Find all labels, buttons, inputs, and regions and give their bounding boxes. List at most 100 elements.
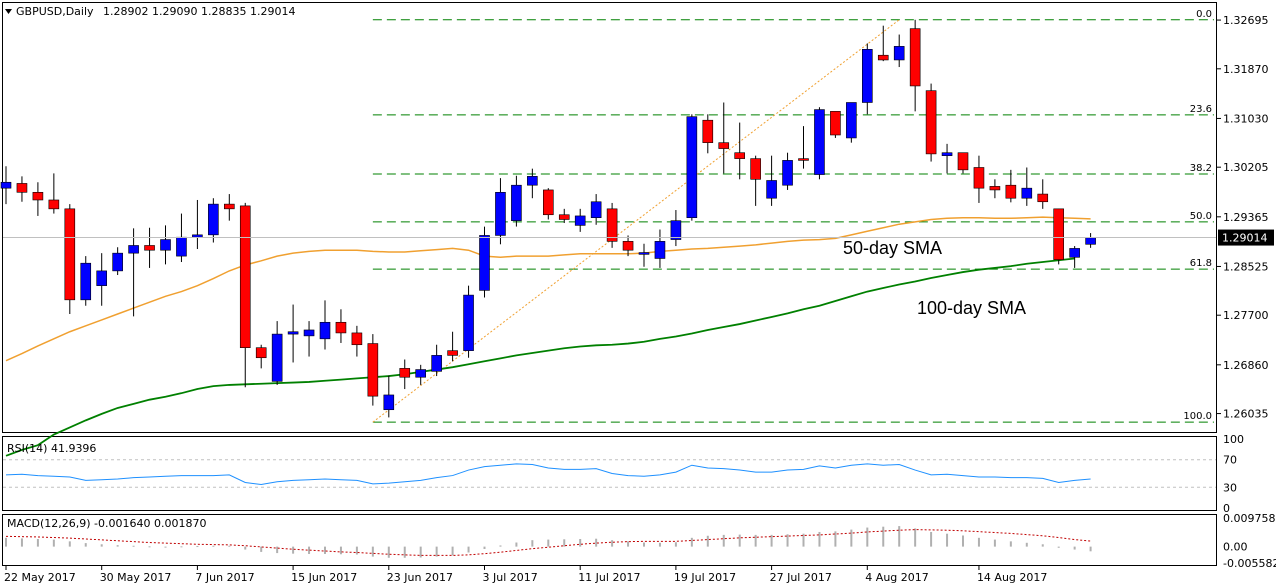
candle-body <box>511 184 522 221</box>
candle-body <box>1085 237 1096 245</box>
candle-body <box>973 167 985 189</box>
candle-body <box>303 329 315 337</box>
dropdown-triangle-icon[interactable] <box>5 9 12 14</box>
rsi-line <box>5 463 1091 486</box>
candle <box>96 253 107 306</box>
candle-body <box>941 152 953 156</box>
time-tick-label: 22 May 2017 <box>4 571 76 584</box>
fibonacci-retracement[interactable]: 0.0 23.6 38.2 50.0 61.8 100.0 <box>372 9 1214 423</box>
macd-histogram-bar <box>611 540 614 547</box>
candle <box>909 19 921 112</box>
candle-body <box>335 321 347 334</box>
time-tick-label: 7 Jun 2017 <box>195 571 254 584</box>
candle-body <box>224 203 235 210</box>
rsi-tick-label: 30 <box>1223 481 1237 494</box>
candle <box>542 188 554 220</box>
candle-body <box>463 294 474 351</box>
candle <box>48 173 60 214</box>
candle-body <box>80 262 92 301</box>
rsi-tick-label: 0 <box>1223 502 1230 515</box>
candle-body <box>1053 208 1064 260</box>
rsi-label: RSI(14) 41.9396 <box>7 442 96 455</box>
macd-histogram-bar <box>467 546 470 553</box>
macd-histogram-bar <box>930 531 933 547</box>
price-tick-label: 1.26860 <box>1223 359 1269 372</box>
candle-body <box>431 355 442 372</box>
candle <box>941 143 953 174</box>
candle-body <box>383 394 395 411</box>
candle <box>128 228 139 317</box>
sma50-line <box>5 216 1091 362</box>
candle <box>160 225 171 265</box>
macd-label: MACD(12,26,9) -0.001640 0.001870 <box>7 517 206 530</box>
candle <box>861 43 873 115</box>
candle-body <box>957 152 969 171</box>
candle-body <box>192 234 203 238</box>
candle-body <box>925 90 937 155</box>
candle <box>750 155 761 206</box>
macd-histogram-bar <box>5 537 7 547</box>
macd-histogram-bar <box>627 541 630 547</box>
candle <box>383 375 395 418</box>
candle-body <box>1005 184 1017 199</box>
candle-body <box>830 111 841 136</box>
candle <box>255 344 267 369</box>
candle-body <box>702 119 714 143</box>
fib-level-label: 38.2 <box>1190 163 1212 174</box>
time-axis: 22 May 2017 30 May 2017 7 Jun 2017 15 Jun 2… <box>4 566 1047 584</box>
macd-histogram-bar <box>324 546 326 554</box>
time-tick-label: 11 Jul 2017 <box>578 571 640 584</box>
macd-histogram-bar <box>1089 546 1092 552</box>
candle <box>224 194 235 221</box>
candle <box>814 107 825 180</box>
candle <box>622 235 634 257</box>
candle <box>893 34 905 68</box>
candle <box>208 198 219 243</box>
candle <box>957 152 969 174</box>
candle <box>734 122 746 180</box>
sma50-annotation: 50-day SMA <box>843 238 942 258</box>
candle <box>463 285 474 358</box>
macd-histogram-bar <box>260 546 263 552</box>
macd-histogram-bar <box>579 538 582 547</box>
candle <box>1037 179 1049 209</box>
candle <box>670 210 682 247</box>
candle-body <box>208 203 219 236</box>
candle <box>989 179 1001 199</box>
macd-histogram-bar <box>20 538 23 547</box>
candle <box>766 155 777 206</box>
macd-histogram-bar <box>212 545 215 547</box>
candle-body <box>0 181 12 189</box>
candle <box>287 304 299 363</box>
candle-body <box>734 152 746 159</box>
macd-histogram-bar <box>754 534 757 547</box>
macd-histogram-bar <box>786 534 789 547</box>
macd-histogram-bar <box>770 534 773 547</box>
candle <box>686 114 698 221</box>
macd-histogram-bar <box>339 546 342 555</box>
macd-histogram-bar <box>706 535 709 547</box>
macd-histogram-bar <box>595 538 598 547</box>
candle-body <box>16 183 28 193</box>
macd-histogram-bar <box>164 546 167 548</box>
macd-histogram-bar <box>451 546 454 556</box>
candle <box>335 309 347 343</box>
candle <box>319 300 331 350</box>
candle <box>495 178 506 245</box>
candle <box>32 182 44 216</box>
candle-body <box>255 347 267 359</box>
candle <box>367 334 379 406</box>
candle <box>654 229 666 268</box>
current-price-label: 1.29014 <box>1222 232 1268 245</box>
macd-indicator: 0.009758 0.00 -0.005582 <box>5 512 1276 570</box>
candle-body <box>1069 248 1080 258</box>
macd-histogram-bar <box>738 534 741 547</box>
candle-body <box>176 236 187 257</box>
macd-histogram-bar <box>1025 542 1028 547</box>
candle-body <box>622 241 634 251</box>
candle-body <box>638 252 650 255</box>
macd-histogram-bar <box>1057 546 1060 548</box>
rsi-tick-label: 70 <box>1223 454 1237 467</box>
